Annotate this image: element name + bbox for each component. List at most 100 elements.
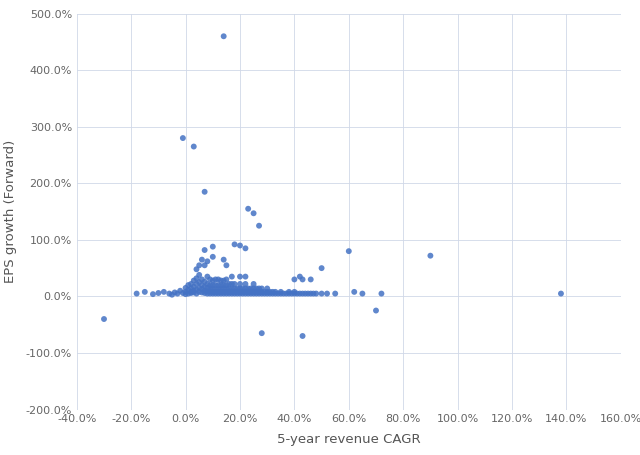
Point xyxy=(224,290,234,297)
Point xyxy=(273,290,284,297)
Y-axis label: EPS growth (Forward): EPS growth (Forward) xyxy=(4,140,17,283)
Point xyxy=(268,288,278,295)
Point xyxy=(254,288,264,295)
Point xyxy=(257,290,267,297)
Point xyxy=(230,288,240,295)
Point xyxy=(259,290,269,297)
Point xyxy=(207,290,218,297)
Point xyxy=(556,290,566,297)
Point xyxy=(257,285,267,292)
Point xyxy=(254,222,264,229)
Point xyxy=(178,134,188,142)
Point xyxy=(216,285,226,293)
Point xyxy=(246,285,256,292)
Point xyxy=(287,290,297,297)
Point xyxy=(154,289,164,297)
Point xyxy=(213,276,223,283)
Point xyxy=(221,290,232,297)
Point xyxy=(186,289,196,297)
Point xyxy=(219,277,229,284)
Point xyxy=(262,288,273,295)
Point xyxy=(248,210,259,217)
Point xyxy=(246,290,256,297)
Point xyxy=(200,262,210,269)
Point xyxy=(197,256,207,263)
Point xyxy=(371,307,381,314)
Point xyxy=(235,285,245,292)
Point xyxy=(219,282,229,289)
Point xyxy=(189,283,199,290)
Point xyxy=(164,290,175,297)
Point xyxy=(191,275,202,282)
Point xyxy=(276,288,286,295)
Point xyxy=(213,285,223,293)
Point xyxy=(175,287,186,294)
Point xyxy=(186,285,196,292)
Point xyxy=(202,273,212,280)
Point xyxy=(202,280,212,288)
Point xyxy=(221,276,232,283)
Point xyxy=(194,262,204,269)
Point xyxy=(202,284,212,292)
Point xyxy=(180,290,191,298)
Point xyxy=(207,285,218,293)
Point xyxy=(257,288,267,295)
Point xyxy=(202,290,212,297)
Point xyxy=(252,288,262,295)
X-axis label: 5-year revenue CAGR: 5-year revenue CAGR xyxy=(277,433,420,446)
Point xyxy=(194,271,204,278)
Point xyxy=(213,288,223,295)
Point xyxy=(306,276,316,283)
Point xyxy=(194,278,204,286)
Point xyxy=(235,280,245,288)
Point xyxy=(303,290,313,297)
Point xyxy=(243,205,253,212)
Point xyxy=(276,290,286,297)
Point xyxy=(230,241,240,248)
Point xyxy=(243,290,253,297)
Point xyxy=(221,285,232,292)
Point xyxy=(344,248,354,255)
Point xyxy=(254,285,264,292)
Point xyxy=(248,280,259,288)
Point xyxy=(191,266,202,273)
Point xyxy=(216,288,226,295)
Point xyxy=(219,288,229,295)
Point xyxy=(252,285,262,292)
Point xyxy=(265,288,275,295)
Point xyxy=(200,289,210,297)
Point xyxy=(172,290,182,297)
Point xyxy=(243,288,253,295)
Point xyxy=(246,288,256,295)
Point xyxy=(197,289,207,296)
Point xyxy=(243,285,253,292)
Point xyxy=(306,290,316,297)
Point xyxy=(230,285,240,292)
Point xyxy=(189,143,199,150)
Point xyxy=(248,288,259,295)
Point xyxy=(205,285,215,292)
Point xyxy=(178,289,188,297)
Point xyxy=(295,273,305,280)
Point xyxy=(237,285,248,292)
Point xyxy=(259,288,269,295)
Point xyxy=(200,247,210,254)
Point xyxy=(221,282,232,289)
Point xyxy=(317,264,327,272)
Point xyxy=(221,262,232,269)
Point xyxy=(183,282,193,289)
Point xyxy=(207,277,218,284)
Point xyxy=(180,288,191,295)
Point xyxy=(227,285,237,292)
Point xyxy=(298,290,308,297)
Point xyxy=(349,288,360,295)
Point xyxy=(235,290,245,297)
Point xyxy=(270,290,280,297)
Point xyxy=(191,280,202,288)
Point xyxy=(317,290,327,297)
Point xyxy=(224,285,234,292)
Point xyxy=(205,276,215,283)
Point xyxy=(183,290,193,297)
Point xyxy=(197,276,207,283)
Point xyxy=(241,285,251,292)
